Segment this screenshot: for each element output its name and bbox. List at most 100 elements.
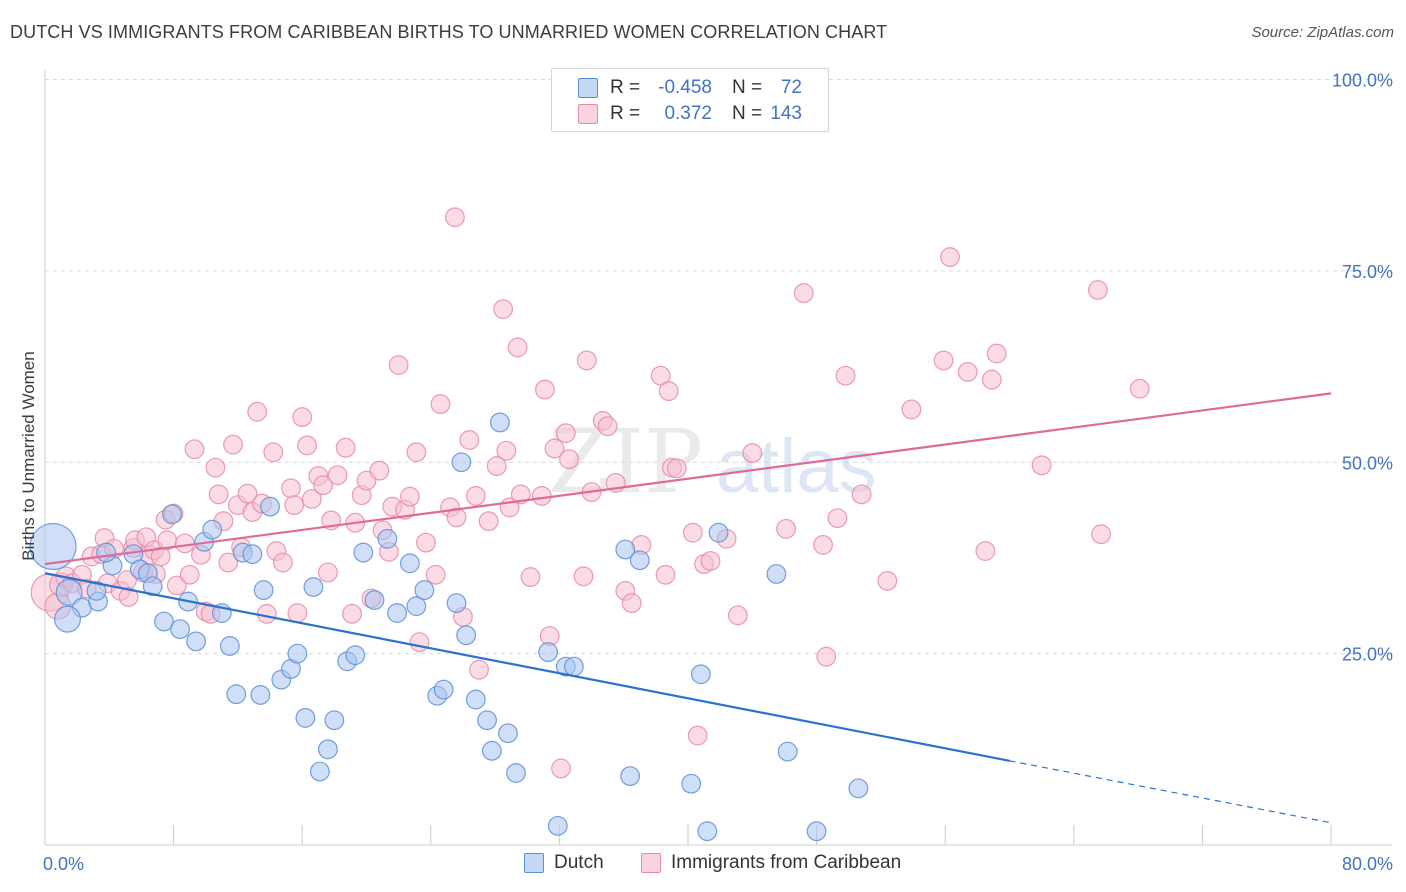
- caribbean-swatch: [641, 853, 661, 873]
- dutch-point: [318, 739, 338, 760]
- caribbean-point: [559, 449, 579, 470]
- dutch-point: [55, 578, 83, 606]
- caribbean-point: [901, 399, 922, 420]
- dutch-point: [86, 580, 107, 601]
- caribbean-point: [263, 442, 284, 463]
- dutch-point: [477, 710, 497, 731]
- caribbean-point: [247, 401, 268, 422]
- caribbean-point: [576, 350, 597, 371]
- dutch-point: [406, 596, 427, 617]
- dutch-point: [414, 580, 435, 600]
- caribbean-point: [301, 489, 322, 509]
- caribbean-point: [700, 551, 721, 571]
- caribbean-point: [208, 484, 229, 505]
- caribbean-point: [986, 343, 1007, 364]
- dutch-point: [345, 645, 366, 666]
- dutch-point: [506, 763, 526, 783]
- caribbean-point: [655, 564, 676, 585]
- dutch-point: [250, 685, 271, 705]
- dutch-point: [681, 773, 702, 794]
- dutch-swatch: [524, 853, 544, 873]
- dutch-point: [377, 528, 398, 549]
- caribbean-point: [727, 605, 748, 626]
- caribbean-point: [1129, 378, 1150, 399]
- caribbean-point: [496, 440, 517, 461]
- caribbean-point: [399, 486, 420, 507]
- dutch-point: [154, 611, 174, 632]
- caribbean-point: [256, 603, 277, 624]
- x-tick-label: 80.0%: [1342, 854, 1393, 874]
- caribbean-point: [507, 337, 528, 358]
- dutch-point: [202, 519, 223, 540]
- caribbean-point: [493, 299, 514, 320]
- caribbean-point: [287, 603, 308, 623]
- n-value: 72: [780, 77, 802, 98]
- caribbean-point: [621, 593, 642, 614]
- caribbean-point: [284, 495, 305, 516]
- caribbean-point: [327, 465, 348, 486]
- dutch-point: [490, 412, 510, 433]
- caribbean-point: [531, 486, 552, 506]
- caribbean-point: [520, 567, 541, 587]
- dutch-trend-line: [44, 572, 1010, 762]
- dutch-point: [538, 642, 559, 663]
- correlation-legend: R = -0.458 N = 72 R = 0.372 N = 143: [551, 68, 829, 132]
- caribbean-point: [369, 460, 390, 481]
- dutch-point: [481, 740, 502, 761]
- caribbean-point: [933, 350, 954, 371]
- caribbean-point: [666, 458, 687, 479]
- caribbean-point: [218, 552, 239, 573]
- dutch-point: [806, 821, 827, 842]
- dutch-point: [260, 496, 280, 517]
- source-label: Source: ZipAtlas.com: [1251, 24, 1394, 41]
- caribbean-point: [425, 564, 446, 585]
- dutch-point: [697, 821, 718, 842]
- caribbean-point: [957, 362, 978, 382]
- dutch-point: [54, 605, 81, 633]
- caribbean-point: [975, 541, 996, 561]
- caribbean-point: [469, 659, 489, 680]
- dutch-point: [29, 522, 77, 570]
- caribbean-point: [342, 603, 362, 624]
- caribbean-point: [816, 646, 837, 667]
- dutch-point: [708, 522, 729, 543]
- caribbean-point: [573, 566, 594, 587]
- dutch-point: [777, 741, 798, 762]
- dutch-point: [690, 664, 711, 685]
- caribbean-point: [184, 439, 205, 460]
- dutch-point: [226, 684, 247, 705]
- caribbean-point: [281, 478, 301, 499]
- dutch-point: [287, 643, 308, 664]
- caribbean-point: [742, 443, 763, 463]
- tick-labels: 25.0% 50.0% 75.0% 100.0% 0.0% 80.0%: [43, 71, 1393, 875]
- dutch-point: [433, 679, 454, 700]
- caribbean-point: [1088, 280, 1108, 300]
- dutch-point: [219, 636, 240, 656]
- dutch-point: [309, 761, 330, 782]
- caribbean-point: [551, 758, 571, 779]
- caribbean-trend-line: [44, 392, 1332, 566]
- n-label: N =: [732, 77, 763, 98]
- dutch-point: [242, 544, 263, 565]
- dutch-point: [170, 619, 190, 640]
- caribbean-point: [179, 564, 200, 585]
- caribbean-point: [297, 435, 317, 456]
- legend-row-caribbean: R = 0.372 N = 143: [552, 100, 828, 126]
- caribbean-point: [687, 725, 708, 746]
- dutch-point: [766, 564, 787, 584]
- dutch-point: [465, 689, 486, 710]
- dutch-point: [498, 723, 518, 744]
- r-value: 0.372: [664, 103, 712, 124]
- dutch-point: [162, 504, 182, 525]
- dutch-point: [387, 603, 407, 623]
- caribbean-point: [877, 570, 898, 591]
- caribbean-point: [478, 511, 499, 532]
- dutch-point: [324, 710, 345, 731]
- caribbean-point: [1091, 524, 1112, 545]
- dutch-point: [295, 708, 316, 728]
- dutch-point: [615, 539, 636, 560]
- dutch-point: [563, 656, 584, 677]
- dutch-point: [451, 452, 472, 473]
- n-label: N =: [732, 103, 763, 124]
- caribbean-point: [486, 456, 507, 476]
